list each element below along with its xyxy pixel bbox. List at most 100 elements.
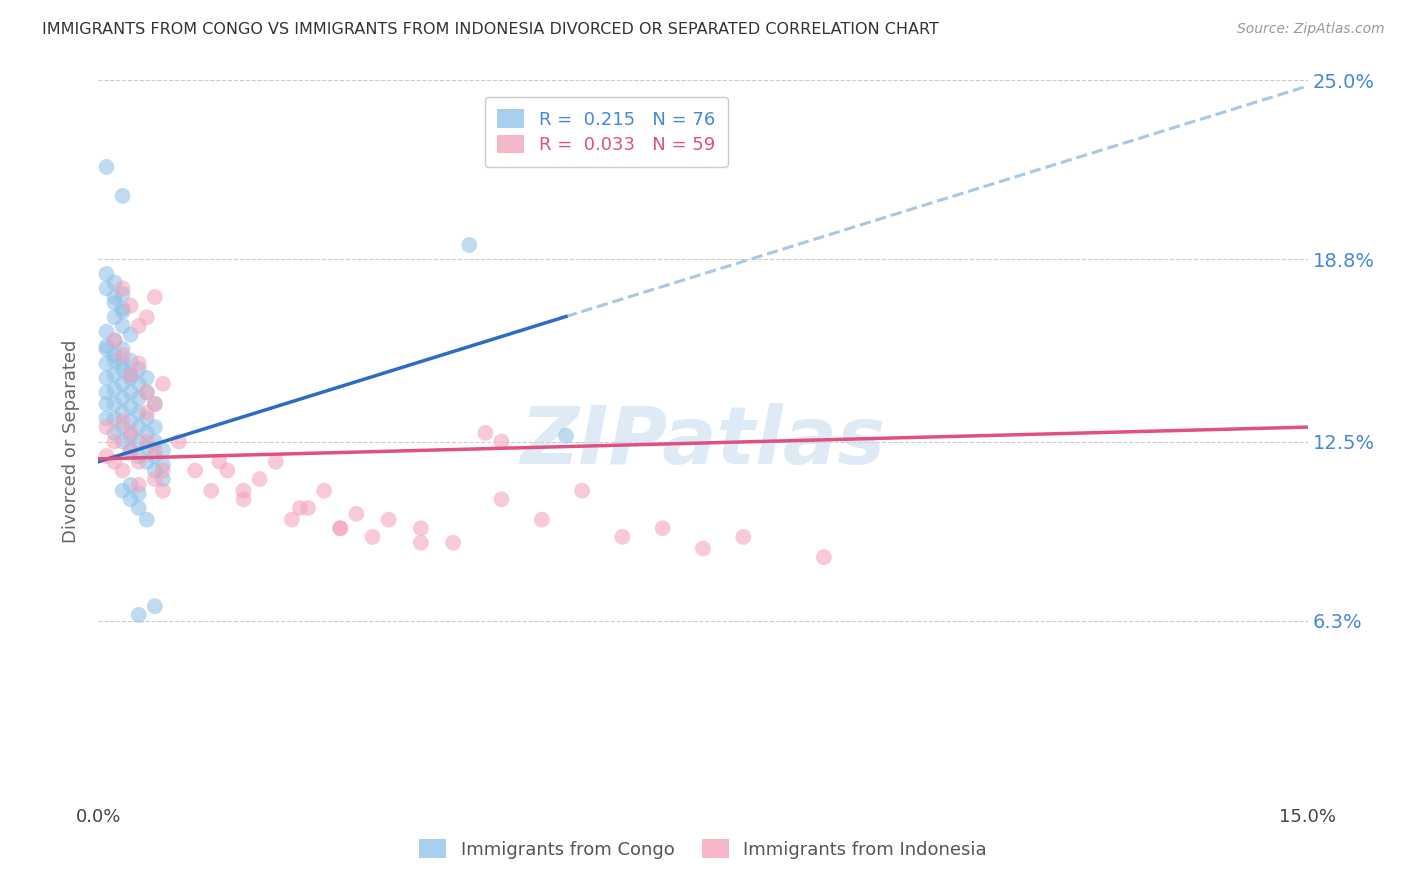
Point [152, 483, 174, 498]
Point [103, 276, 125, 290]
Point [128, 391, 150, 405]
Point [96, 281, 118, 295]
Point [409, 535, 432, 549]
Point [458, 238, 481, 252]
Legend: Immigrants from Congo, Immigrants from Indonesia: Immigrants from Congo, Immigrants from I… [408, 829, 998, 870]
Point [96, 371, 118, 385]
Point [441, 535, 464, 549]
Point [692, 541, 714, 556]
Point [120, 327, 142, 342]
Point [377, 512, 399, 526]
Point [329, 521, 352, 535]
Point [96, 420, 118, 434]
Point [111, 348, 134, 362]
Point [143, 397, 166, 411]
Point [120, 371, 142, 385]
Point [96, 325, 118, 339]
Point [152, 463, 174, 477]
Point [128, 420, 150, 434]
Point [120, 400, 142, 414]
Point [103, 368, 125, 382]
Point [111, 281, 134, 295]
Point [111, 434, 134, 449]
Point [103, 348, 125, 362]
Point [135, 385, 157, 400]
Point [103, 334, 125, 348]
Point [103, 397, 125, 411]
Point [103, 353, 125, 368]
Point [128, 376, 150, 391]
Point [329, 521, 352, 535]
Point [128, 318, 150, 333]
Text: Source: ZipAtlas.com: Source: ZipAtlas.com [1237, 22, 1385, 37]
Point [555, 429, 578, 443]
Text: IMMIGRANTS FROM CONGO VS IMMIGRANTS FROM INDONESIA DIVORCED OR SEPARATED CORRELA: IMMIGRANTS FROM CONGO VS IMMIGRANTS FROM… [42, 22, 939, 37]
Point [135, 385, 157, 400]
Point [111, 483, 134, 498]
Point [474, 425, 496, 440]
Point [297, 501, 319, 516]
Point [128, 357, 150, 371]
Point [120, 299, 142, 313]
Point [612, 530, 634, 544]
Point [314, 483, 336, 498]
Point [143, 290, 166, 304]
Point [135, 411, 157, 425]
Point [96, 160, 118, 174]
Point [200, 483, 222, 498]
Point [249, 472, 271, 486]
Point [103, 383, 125, 397]
Point [530, 512, 553, 526]
Point [120, 368, 142, 382]
Point [128, 486, 150, 500]
Point [217, 463, 239, 477]
Point [120, 385, 142, 400]
Point [135, 371, 157, 385]
Legend: R =  0.215   N = 76, R =  0.033   N = 59: R = 0.215 N = 76, R = 0.033 N = 59 [485, 96, 728, 167]
Point [135, 512, 157, 526]
Point [491, 492, 513, 507]
Point [143, 463, 166, 477]
Point [120, 425, 142, 440]
Point [111, 318, 134, 333]
Point [264, 455, 287, 469]
Point [120, 478, 142, 492]
Point [733, 530, 755, 544]
Point [111, 391, 134, 405]
Point [128, 478, 150, 492]
Point [152, 443, 174, 458]
Point [143, 397, 166, 411]
Point [103, 455, 125, 469]
Point [813, 550, 835, 565]
Point [135, 406, 157, 420]
Point [120, 429, 142, 443]
Text: ZIPatlas: ZIPatlas [520, 402, 886, 481]
Point [409, 521, 432, 535]
Point [103, 434, 125, 449]
Point [288, 501, 311, 516]
Point [96, 267, 118, 281]
Point [120, 443, 142, 458]
Point [651, 521, 673, 535]
Point [135, 310, 157, 325]
Point [103, 411, 125, 425]
Point [143, 472, 166, 486]
Point [111, 463, 134, 477]
Point [571, 483, 593, 498]
Point [120, 368, 142, 382]
Point [96, 411, 118, 425]
Point [281, 512, 304, 526]
Point [111, 287, 134, 301]
Point [135, 440, 157, 454]
Point [120, 492, 142, 507]
Point [143, 449, 166, 463]
Point [96, 342, 118, 356]
Point [103, 425, 125, 440]
Point [96, 357, 118, 371]
Point [167, 434, 190, 449]
Point [103, 295, 125, 310]
Point [111, 301, 134, 316]
Point [103, 310, 125, 325]
Point [96, 385, 118, 400]
Point [103, 334, 125, 348]
